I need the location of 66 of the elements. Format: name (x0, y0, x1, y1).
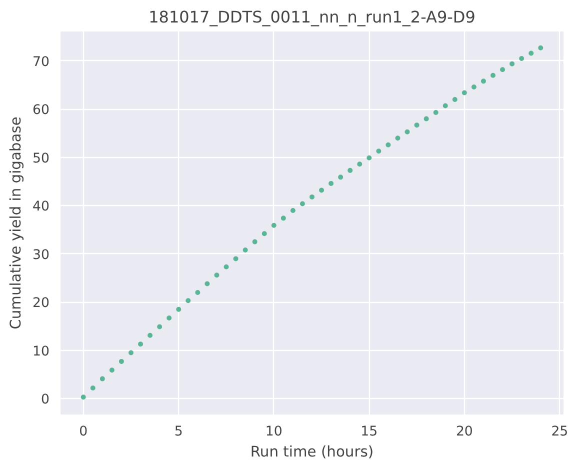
point (262, 231, 267, 236)
point (195, 290, 200, 295)
x-tick-label: 15 (360, 424, 378, 440)
point (242, 248, 248, 253)
point (109, 368, 114, 373)
point (138, 342, 144, 347)
point (348, 168, 353, 173)
point (166, 316, 172, 321)
point (300, 201, 305, 206)
y-tick-label: 20 (32, 296, 50, 312)
point (90, 385, 96, 390)
point (414, 122, 420, 128)
point (433, 110, 438, 116)
x-tick-label: 20 (456, 424, 473, 440)
point (424, 116, 429, 122)
point (224, 264, 229, 270)
point (214, 272, 220, 278)
x-tick-label: 5 (174, 424, 183, 440)
x-tick-label: 10 (265, 424, 282, 440)
point (100, 376, 105, 382)
point (462, 90, 467, 96)
x-tick-label: 25 (551, 424, 568, 440)
y-tick-label: 70 (32, 54, 50, 70)
point (471, 84, 476, 90)
y-tick-label: 0 (41, 392, 50, 408)
point (395, 136, 400, 141)
point (118, 358, 124, 364)
point (328, 180, 334, 186)
point (452, 97, 458, 102)
point (376, 148, 382, 154)
point (204, 281, 210, 286)
point (186, 298, 191, 304)
y-tick-label: 10 (32, 344, 50, 360)
point (128, 350, 134, 356)
point (280, 216, 286, 221)
point (442, 103, 448, 108)
y-tick-label: 40 (32, 200, 50, 215)
point (252, 239, 258, 244)
chart-title: 181017_DDTS_0011_nn_n_run1_2-A9-D9 (148, 8, 476, 26)
point (80, 394, 86, 400)
point (148, 332, 153, 338)
y-tick-label: 30 (32, 248, 50, 263)
point (386, 142, 391, 148)
point (271, 222, 276, 228)
point (319, 188, 324, 193)
point (366, 155, 372, 160)
y-tick-label: 50 (32, 151, 50, 166)
point (310, 194, 314, 200)
point (538, 45, 544, 50)
point (357, 162, 362, 167)
point (528, 50, 534, 56)
point (510, 61, 515, 66)
point (176, 306, 182, 312)
point (404, 129, 410, 134)
point (519, 56, 524, 62)
y-axis-title: Cumulative yield in gigabase (8, 116, 25, 330)
point (338, 174, 344, 180)
point (500, 67, 506, 72)
y-tick-label: 60 (32, 103, 50, 118)
point (157, 324, 162, 330)
point (480, 78, 486, 84)
x-axis-title: Run time (hours) (250, 444, 374, 460)
point (290, 208, 296, 213)
x-tick-label: 0 (79, 424, 88, 440)
point (233, 256, 238, 262)
point (490, 72, 496, 78)
